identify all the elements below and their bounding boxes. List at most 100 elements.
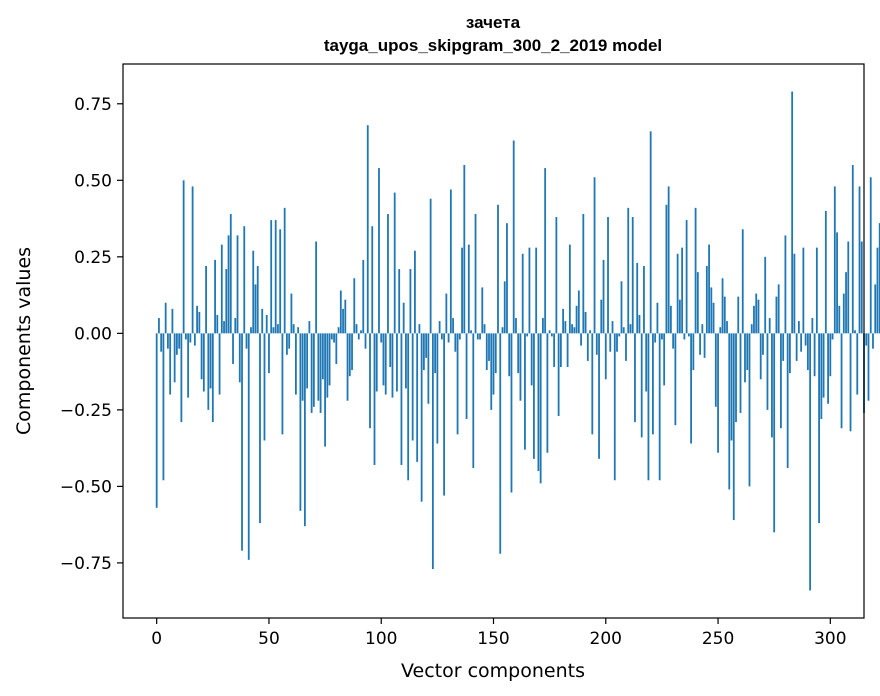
bar bbox=[860, 241, 863, 334]
bar bbox=[220, 244, 223, 334]
bar bbox=[789, 333, 791, 374]
bar bbox=[236, 235, 239, 334]
bar bbox=[198, 311, 201, 334]
bar bbox=[277, 324, 279, 334]
bar bbox=[566, 333, 569, 368]
x-axis-label: Vector components bbox=[401, 660, 585, 682]
bar bbox=[625, 333, 627, 361]
bar bbox=[829, 333, 832, 377]
bar bbox=[463, 165, 466, 334]
bar bbox=[674, 333, 677, 426]
bar bbox=[243, 226, 246, 334]
bar bbox=[681, 247, 684, 334]
bar bbox=[638, 314, 641, 334]
bar bbox=[288, 333, 291, 349]
bar bbox=[184, 333, 187, 340]
bar bbox=[378, 168, 380, 334]
bar bbox=[836, 232, 838, 334]
bar bbox=[384, 333, 387, 395]
bar bbox=[629, 324, 632, 334]
bar bbox=[613, 333, 616, 481]
bar bbox=[696, 272, 699, 334]
bar bbox=[303, 333, 306, 527]
bar bbox=[802, 247, 805, 334]
bar bbox=[321, 333, 324, 380]
bar bbox=[658, 333, 661, 481]
bar bbox=[229, 213, 232, 334]
bar bbox=[744, 333, 746, 383]
bar bbox=[218, 333, 221, 395]
bar bbox=[824, 210, 827, 334]
bar bbox=[562, 308, 565, 334]
bar bbox=[764, 256, 767, 334]
bar bbox=[351, 333, 353, 371]
bar bbox=[169, 333, 172, 395]
bar bbox=[295, 333, 297, 395]
bar bbox=[175, 333, 178, 355]
bar bbox=[784, 235, 787, 334]
bar bbox=[822, 333, 825, 398]
bar bbox=[431, 333, 434, 570]
bar bbox=[598, 333, 600, 459]
bar bbox=[748, 333, 751, 487]
bar bbox=[196, 305, 198, 334]
bar bbox=[622, 327, 625, 334]
bar bbox=[443, 333, 445, 496]
bar bbox=[712, 302, 715, 334]
bar bbox=[191, 186, 194, 334]
bar bbox=[609, 333, 612, 352]
bar bbox=[804, 333, 807, 346]
bar bbox=[654, 333, 657, 343]
bar bbox=[759, 333, 762, 380]
bar bbox=[348, 333, 351, 377]
bar bbox=[797, 321, 800, 334]
x-tick-label: 0 bbox=[151, 629, 162, 649]
bar bbox=[375, 333, 378, 392]
bar bbox=[643, 266, 645, 334]
bar bbox=[775, 296, 778, 334]
bar bbox=[337, 327, 340, 334]
y-tick-label: 0.00 bbox=[74, 324, 112, 344]
bar bbox=[737, 296, 740, 334]
bar bbox=[214, 259, 216, 334]
bar bbox=[544, 168, 547, 334]
x-axis-ticks: 0 50 100 150 200 250 300 bbox=[151, 618, 847, 649]
bar bbox=[387, 213, 389, 334]
bar bbox=[865, 333, 868, 346]
bar bbox=[692, 333, 695, 371]
bar bbox=[611, 321, 614, 334]
bar bbox=[396, 333, 398, 392]
bar bbox=[777, 284, 780, 334]
bar bbox=[250, 327, 252, 334]
bar bbox=[517, 333, 520, 374]
bar bbox=[436, 333, 439, 444]
bar bbox=[593, 177, 596, 334]
bar bbox=[512, 140, 515, 334]
bar bbox=[663, 333, 666, 386]
bar bbox=[205, 266, 207, 334]
bar bbox=[508, 333, 511, 377]
bar bbox=[355, 324, 358, 334]
bar bbox=[393, 192, 396, 334]
bar bbox=[286, 333, 288, 355]
bar bbox=[371, 226, 374, 334]
chart-title-line2: tayga_upos_skipgram_300_2_2019 model bbox=[324, 36, 662, 55]
bar bbox=[595, 333, 598, 355]
bar bbox=[717, 333, 719, 453]
bar bbox=[261, 308, 264, 334]
bar bbox=[571, 324, 573, 334]
bar bbox=[602, 259, 605, 334]
bar bbox=[818, 333, 820, 524]
bar bbox=[656, 302, 659, 334]
bar bbox=[800, 333, 803, 352]
bar bbox=[515, 318, 517, 334]
bar bbox=[310, 333, 313, 413]
bar bbox=[339, 290, 342, 334]
bar bbox=[721, 278, 724, 334]
bar bbox=[427, 333, 430, 404]
bar bbox=[685, 220, 688, 334]
bar bbox=[405, 333, 407, 389]
bar bbox=[690, 333, 692, 444]
bar bbox=[488, 333, 490, 361]
bar bbox=[315, 241, 318, 334]
